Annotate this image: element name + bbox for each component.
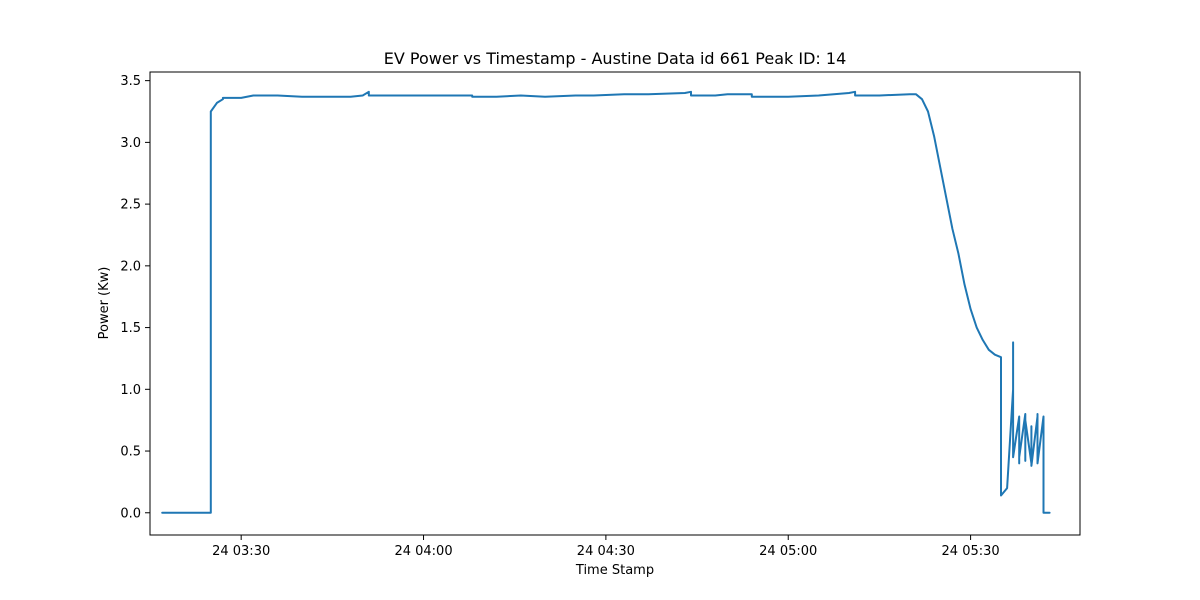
y-tick-label: 1.0 (120, 383, 141, 398)
y-tick-label: 0.5 (120, 445, 141, 460)
y-tick-label: 3.5 (120, 74, 141, 89)
x-axis-label: Time Stamp (575, 563, 654, 578)
series-group (161, 90, 1051, 514)
x-tick-label: 24 04:00 (394, 544, 452, 559)
plot-frame (149, 71, 1081, 536)
x-tick-label: 24 05:00 (759, 544, 817, 559)
chart-title: EV Power vs Timestamp - Austine Data id … (384, 49, 847, 68)
x-axis: 24 03:30 24 04:00 24 04:30 24 05:00 24 05:30 (212, 535, 1000, 559)
y-tick-label: 2.0 (120, 259, 141, 274)
y-tick-label: 3.0 (120, 136, 141, 151)
y-tick-label: 2.5 (120, 198, 141, 213)
y-tick-label: 0.0 (120, 506, 141, 521)
y-axis: 0.0 0.5 1.0 1.5 2.0 2.5 3.0 3.5 (120, 74, 150, 521)
x-tick-label: 24 03:30 (212, 544, 270, 559)
y-axis-label: Power (Kw) (97, 267, 112, 340)
x-tick-label: 24 04:30 (577, 544, 635, 559)
x-tick-label: 24 05:30 (942, 544, 1000, 559)
y-tick-label: 1.5 (120, 321, 141, 336)
power-series-line (161, 90, 1051, 514)
